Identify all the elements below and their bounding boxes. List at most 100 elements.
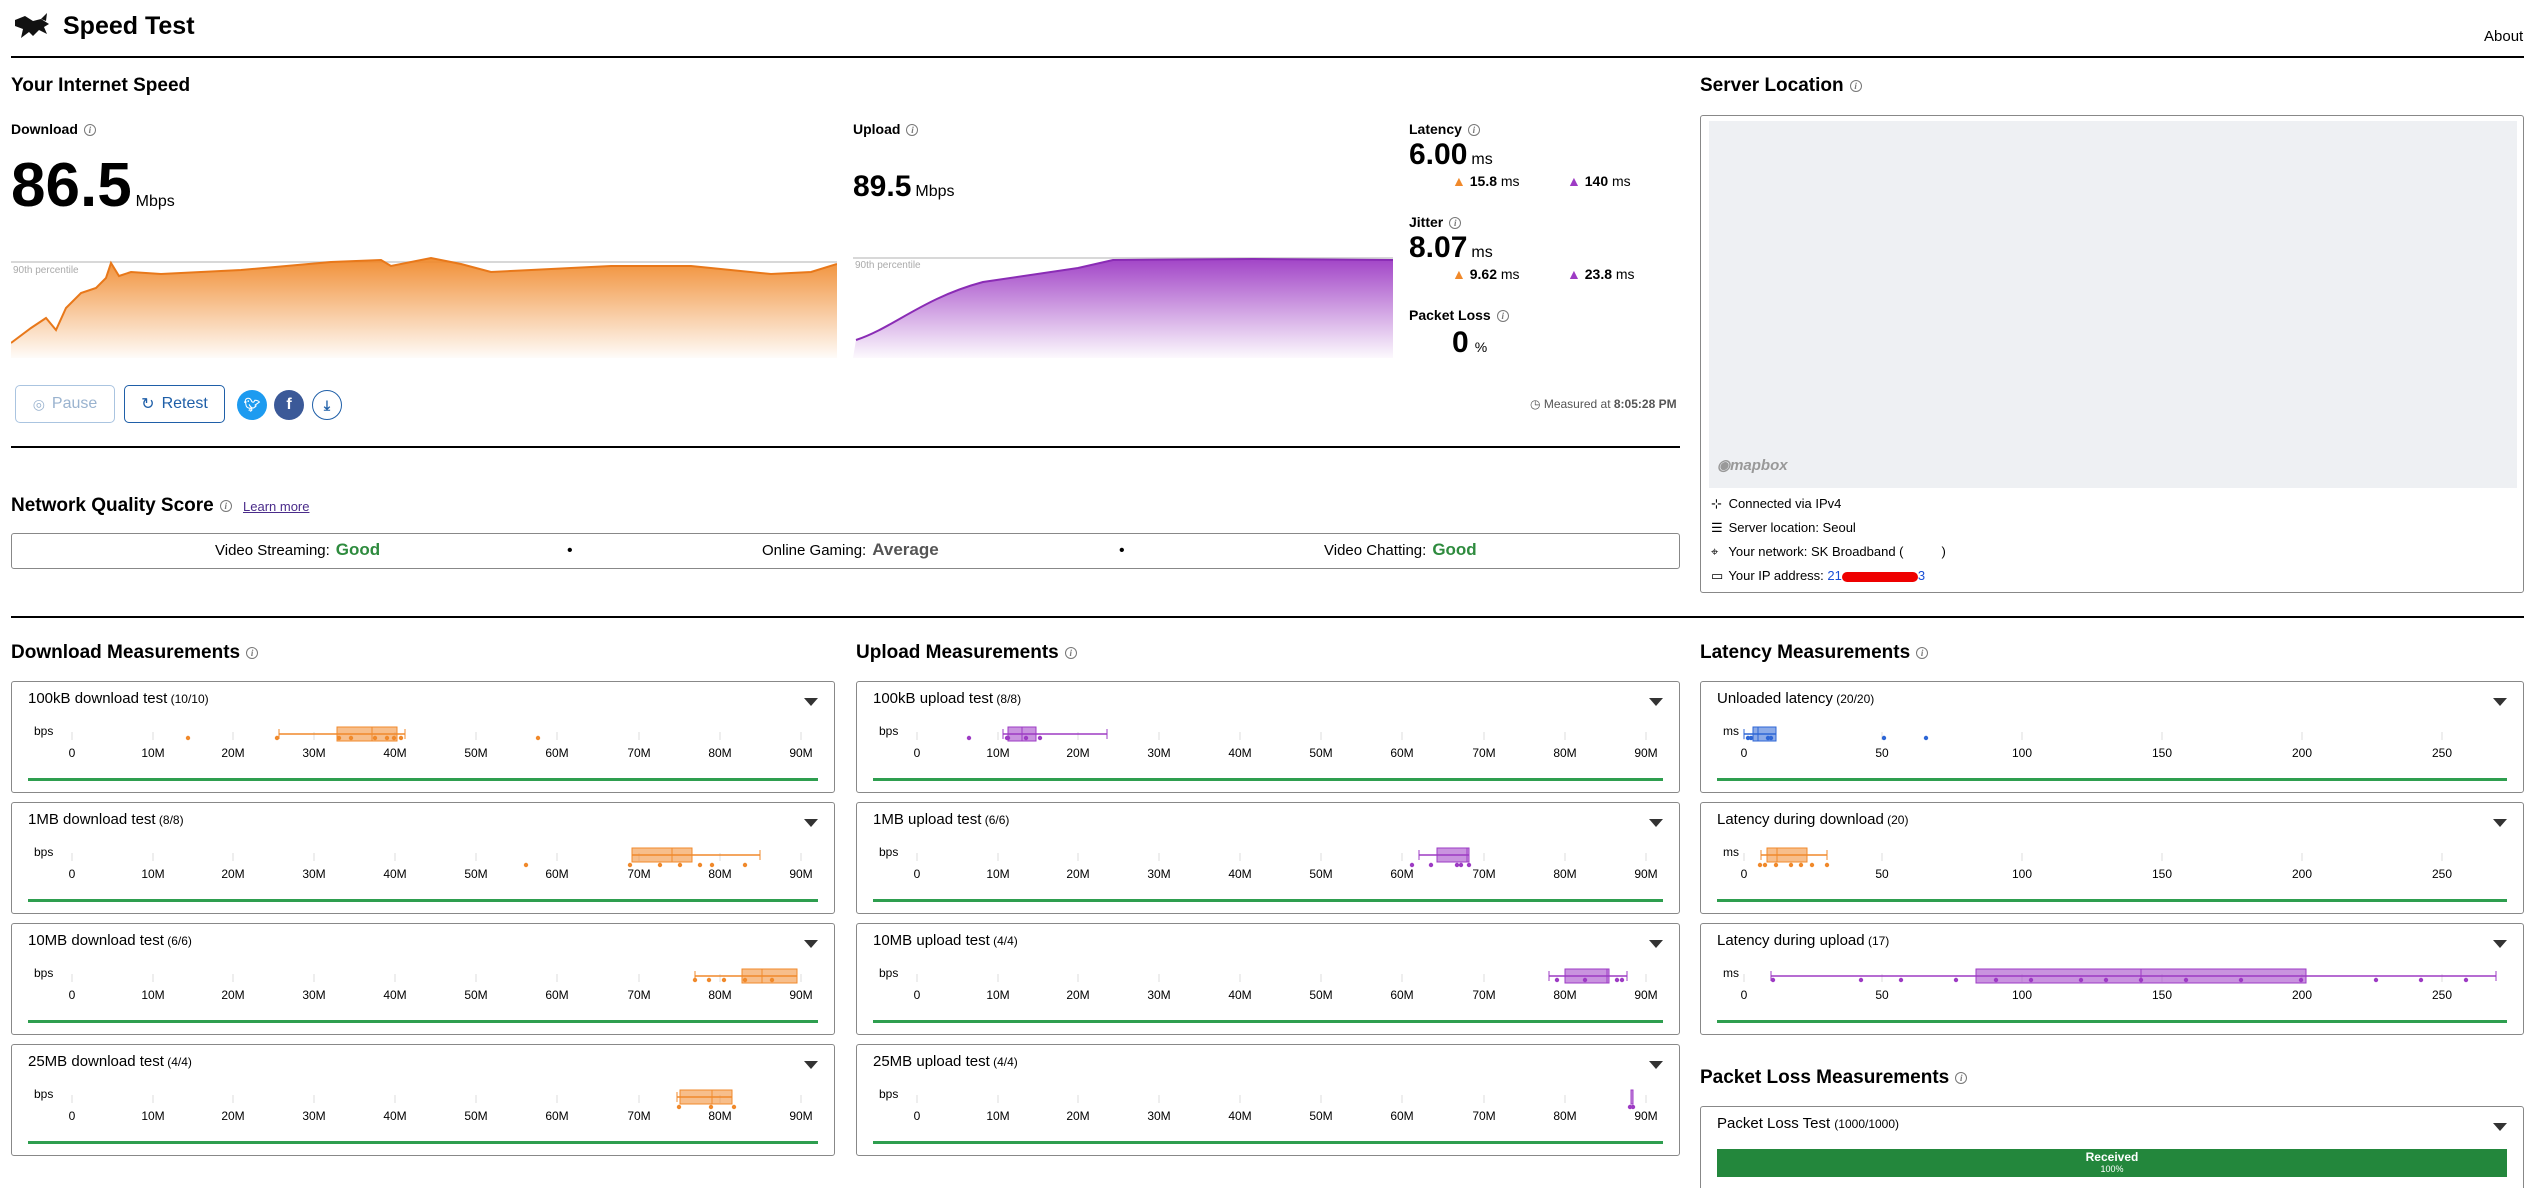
data-point[interactable] xyxy=(657,862,663,868)
chevron-down-icon[interactable] xyxy=(1649,1061,1663,1069)
data-point[interactable] xyxy=(1458,862,1464,868)
retest-button[interactable]: ↻ Retest xyxy=(124,385,225,423)
data-point[interactable] xyxy=(627,862,633,868)
download-results-button[interactable]: ⤓ xyxy=(312,390,342,420)
chevron-down-icon[interactable] xyxy=(1649,940,1663,948)
twitter-share-button[interactable]: 🐦︎ xyxy=(237,390,267,420)
info-icon[interactable]: i xyxy=(246,646,259,659)
data-point[interactable] xyxy=(742,862,748,868)
data-point[interactable] xyxy=(372,735,378,741)
about-link[interactable]: About xyxy=(2484,28,2524,45)
info-icon[interactable]: i xyxy=(219,499,232,512)
data-point[interactable] xyxy=(336,735,342,741)
data-point[interactable] xyxy=(398,735,404,741)
data-point[interactable] xyxy=(731,1104,737,1110)
measurement-card[interactable]: Latency during download (20) ms 0 50 100 150 2… xyxy=(1700,802,2524,914)
data-point[interactable] xyxy=(708,1104,714,1110)
measurement-card[interactable]: 1MB upload test (6/6) bps 0 10M 20M 30M 40M 50M… xyxy=(856,802,1680,914)
app-logo[interactable] xyxy=(11,12,53,44)
info-icon[interactable]: i xyxy=(1955,1071,1968,1084)
chevron-down-icon[interactable] xyxy=(2493,819,2507,827)
info-icon[interactable]: i xyxy=(1849,79,1862,92)
data-point[interactable] xyxy=(966,735,972,741)
data-point[interactable] xyxy=(1898,977,1904,983)
data-point[interactable] xyxy=(1748,735,1754,741)
data-point[interactable] xyxy=(1619,977,1625,983)
data-point[interactable] xyxy=(709,862,715,868)
info-icon[interactable]: i xyxy=(1064,646,1077,659)
data-point[interactable] xyxy=(1993,977,1999,983)
data-point[interactable] xyxy=(274,735,280,741)
data-point[interactable] xyxy=(1005,735,1011,741)
data-point[interactable] xyxy=(1554,977,1560,983)
data-point[interactable] xyxy=(676,1104,682,1110)
data-point[interactable] xyxy=(2463,977,2469,983)
data-point[interactable] xyxy=(1881,735,1887,741)
data-point[interactable] xyxy=(1770,977,1776,983)
data-point[interactable] xyxy=(2103,977,2109,983)
facebook-share-button[interactable]: f xyxy=(274,390,304,420)
chevron-down-icon[interactable] xyxy=(804,698,818,706)
data-point[interactable] xyxy=(1454,862,1460,868)
iqr-box[interactable] xyxy=(1564,968,1610,984)
data-point[interactable] xyxy=(2373,977,2379,983)
data-point[interactable] xyxy=(742,977,748,983)
data-point[interactable] xyxy=(1788,862,1794,868)
data-point[interactable] xyxy=(1762,862,1768,868)
iqr-box[interactable] xyxy=(1766,847,1808,863)
data-point[interactable] xyxy=(1630,1104,1636,1110)
measurement-card[interactable]: 1MB download test (8/8) bps 0 10M 20M 30M 40M 5… xyxy=(11,802,835,914)
data-point[interactable] xyxy=(692,977,698,983)
info-icon[interactable]: i xyxy=(1916,646,1929,659)
data-point[interactable] xyxy=(185,735,191,741)
data-point[interactable] xyxy=(1037,735,1043,741)
iqr-box[interactable] xyxy=(679,1089,733,1105)
learn-more-link[interactable]: Learn more xyxy=(243,499,310,514)
info-icon[interactable]: i xyxy=(1449,217,1462,230)
data-point[interactable] xyxy=(706,977,712,983)
chevron-down-icon[interactable] xyxy=(1649,698,1663,706)
pause-button[interactable]: ◎ Pause xyxy=(15,385,115,423)
data-point[interactable] xyxy=(769,977,775,983)
data-point[interactable] xyxy=(2078,977,2084,983)
iqr-box[interactable] xyxy=(741,968,798,984)
measurement-card[interactable]: 10MB download test (6/6) bps 0 10M 20M 30M 40M… xyxy=(11,923,835,1035)
map[interactable] xyxy=(1709,121,2517,488)
data-point[interactable] xyxy=(348,735,354,741)
data-point[interactable] xyxy=(2138,977,2144,983)
measurement-card[interactable]: Unloaded latency (20/20) ms 0 50 100 150 200 25… xyxy=(1700,681,2524,793)
data-point[interactable] xyxy=(535,735,541,741)
chevron-down-icon[interactable] xyxy=(2493,698,2507,706)
data-point[interactable] xyxy=(1582,977,1588,983)
chevron-down-icon[interactable] xyxy=(804,1061,818,1069)
info-icon[interactable]: i xyxy=(906,124,919,137)
data-point[interactable] xyxy=(2238,977,2244,983)
data-point[interactable] xyxy=(2183,977,2189,983)
data-point[interactable] xyxy=(523,862,529,868)
chevron-down-icon[interactable] xyxy=(804,819,818,827)
measurement-card[interactable]: 10MB upload test (4/4) bps 0 10M 20M 30M 40M 50… xyxy=(856,923,1680,1035)
data-point[interactable] xyxy=(2028,977,2034,983)
data-point[interactable] xyxy=(1798,862,1804,868)
data-point[interactable] xyxy=(1768,735,1774,741)
data-point[interactable] xyxy=(1824,862,1830,868)
measurement-card[interactable]: Latency during upload (17) ms 0 50 100 150 200… xyxy=(1700,923,2524,1035)
packet-loss-card[interactable]: Packet Loss Test (1000/1000) Received 10… xyxy=(1700,1106,2524,1188)
data-point[interactable] xyxy=(1953,977,1959,983)
chevron-down-icon[interactable] xyxy=(2493,1123,2507,1131)
data-point[interactable] xyxy=(2418,977,2424,983)
data-point[interactable] xyxy=(1023,735,1029,741)
data-point[interactable] xyxy=(1809,862,1815,868)
data-point[interactable] xyxy=(1409,862,1415,868)
data-point[interactable] xyxy=(384,735,390,741)
data-point[interactable] xyxy=(721,977,727,983)
iqr-box[interactable] xyxy=(1436,847,1470,863)
iqr-box[interactable] xyxy=(631,847,693,863)
data-point[interactable] xyxy=(677,862,683,868)
data-point[interactable] xyxy=(1757,862,1763,868)
measurement-card[interactable]: 100kB download test (10/10) bps 0 10M 20M 30M… xyxy=(11,681,835,793)
chevron-down-icon[interactable] xyxy=(2493,940,2507,948)
data-point[interactable] xyxy=(697,862,703,868)
data-point[interactable] xyxy=(1428,862,1434,868)
data-point[interactable] xyxy=(391,735,397,741)
